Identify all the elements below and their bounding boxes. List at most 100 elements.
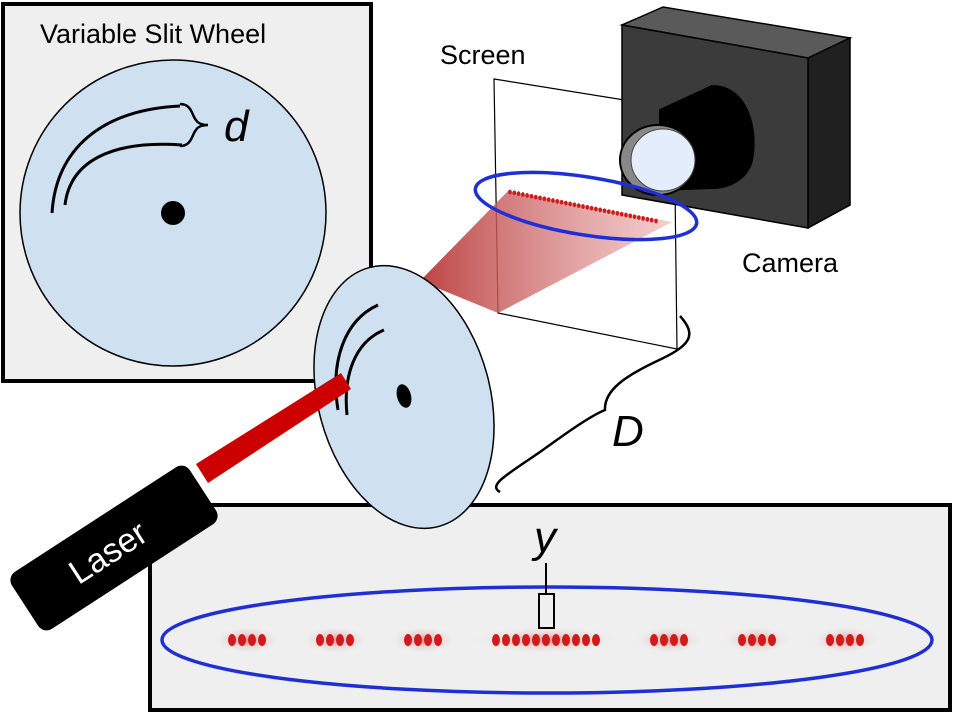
fringe-dot: [512, 634, 520, 646]
fringe-dot: [414, 634, 422, 646]
fringe-halo: [300, 626, 370, 654]
fringe-halo: [634, 626, 704, 654]
fringe-dot: [680, 634, 688, 646]
screen-fringe-dot: [581, 204, 585, 209]
distance-label: D: [612, 407, 644, 456]
screen-fringe-dot: [508, 189, 512, 195]
fringe-dot: [572, 634, 580, 646]
screen-fringe-dots: [508, 189, 658, 224]
fringe-dot: [316, 634, 324, 646]
slit-spacing-label: d: [224, 102, 250, 151]
screen-fringe-dot: [555, 198, 560, 204]
screen-label: Screen: [440, 40, 526, 70]
fringe-dot: [846, 634, 854, 646]
slit-wheel-3d-axle: [396, 384, 412, 408]
distance-brace: [494, 315, 691, 494]
screen-fringe-dot: [632, 214, 637, 220]
fringe-dot: [670, 634, 678, 646]
fringe-dot: [758, 634, 766, 646]
wheel-axle-dot: [161, 201, 185, 225]
fringe-pattern-groups: [212, 626, 880, 654]
screen-fringe-dot: [568, 201, 572, 207]
screen-fringe-dot: [533, 194, 538, 200]
screen-fringe-dot: [598, 207, 602, 213]
laser-beam: [196, 373, 351, 483]
camera-icon: Camera: [619, 6, 853, 278]
fringe-dot: [542, 634, 550, 646]
camera-side-face: [807, 36, 851, 230]
fringe-dot: [258, 634, 266, 646]
screen-fringe-dot: [606, 209, 611, 215]
screen-fringe-dot: [637, 215, 641, 220]
screen-fringe-dot: [585, 204, 590, 210]
fringe-dot: [492, 634, 500, 646]
fringe-dot: [856, 634, 864, 646]
fringe-dot: [404, 634, 412, 646]
laser-body: [10, 465, 218, 631]
screen-fringe-dot: [564, 200, 568, 206]
screen-fringe-dot: [576, 203, 581, 209]
slit-spacing-brace: [179, 102, 209, 148]
diffracted-beam: [420, 191, 672, 313]
screen-fringe-dot: [645, 216, 650, 222]
fringe-dot: [238, 634, 246, 646]
screen-fringe-dot: [512, 190, 517, 196]
fringe-halo: [388, 626, 458, 654]
fringe-dot: [748, 634, 756, 646]
screen-fringe-dot: [559, 199, 564, 205]
slit-outer-arc: [50, 104, 181, 214]
screen-fringe-dot: [546, 197, 551, 203]
fringe-pattern-panel-bg: [148, 503, 952, 712]
fringe-dot: [434, 634, 442, 646]
fringe-dot: [582, 634, 590, 646]
screen-fringe-dot: [589, 205, 594, 211]
fringe-dot: [248, 634, 256, 646]
fringe-dot: [326, 634, 334, 646]
screen-fringe-dot: [611, 210, 615, 215]
fringe-dot: [228, 634, 236, 646]
fringe-dot: [552, 634, 560, 646]
screen-fringe-dot: [619, 211, 624, 217]
slit-wheel-inset: Variable Slit Wheel d: [1, 2, 373, 383]
screen-fringe-highlight: [473, 170, 699, 242]
fringe-dot: [738, 634, 746, 646]
screen-fringe-dot: [624, 212, 628, 218]
fringe-dot: [346, 634, 354, 646]
slit-wheel-3d-inner-arc: [344, 328, 385, 416]
fringe-dot: [592, 634, 600, 646]
fringe-dot: [522, 634, 530, 646]
screen-fringe-dot: [521, 192, 525, 197]
fringe-dot: [532, 634, 540, 646]
fringe-dot: [826, 634, 834, 646]
fringe-halo: [810, 626, 880, 654]
fringe-spacing-bracket: [538, 593, 555, 629]
fringe-dot: [768, 634, 776, 646]
slit-inner-arc: [63, 142, 183, 206]
fringe-dot: [336, 634, 344, 646]
screen-fringe-dot: [542, 196, 547, 202]
screen-fringe-dot: [538, 195, 542, 201]
fringe-halo: [212, 626, 282, 654]
fringe-dot: [502, 634, 510, 646]
fringe-halo: [722, 626, 792, 654]
fringe-dot: [424, 634, 432, 646]
fringe-dot: [660, 634, 668, 646]
fringe-dot: [562, 634, 570, 646]
slit-wheel-title: Variable Slit Wheel: [40, 19, 266, 49]
screen-fringe-dot: [529, 193, 534, 199]
screen-fringe-dot: [654, 218, 658, 224]
screen-fringe-dot: [641, 216, 645, 221]
camera-lens-glass: [630, 128, 696, 192]
screen-fringe-dot: [551, 198, 555, 203]
fringe-dot: [650, 634, 658, 646]
screen-fringe-dot: [615, 210, 620, 216]
fringe-spacing-label: y: [531, 513, 559, 562]
screen-fringe-dot: [516, 191, 521, 197]
screen-fringe-dot: [628, 213, 633, 219]
camera-label: Camera: [742, 248, 839, 278]
screen-fringe-dot: [649, 217, 654, 223]
fringe-pattern-panel: y: [148, 503, 952, 712]
screen-fringe-dot: [602, 208, 607, 214]
screen-fringe-dot: [594, 206, 598, 212]
